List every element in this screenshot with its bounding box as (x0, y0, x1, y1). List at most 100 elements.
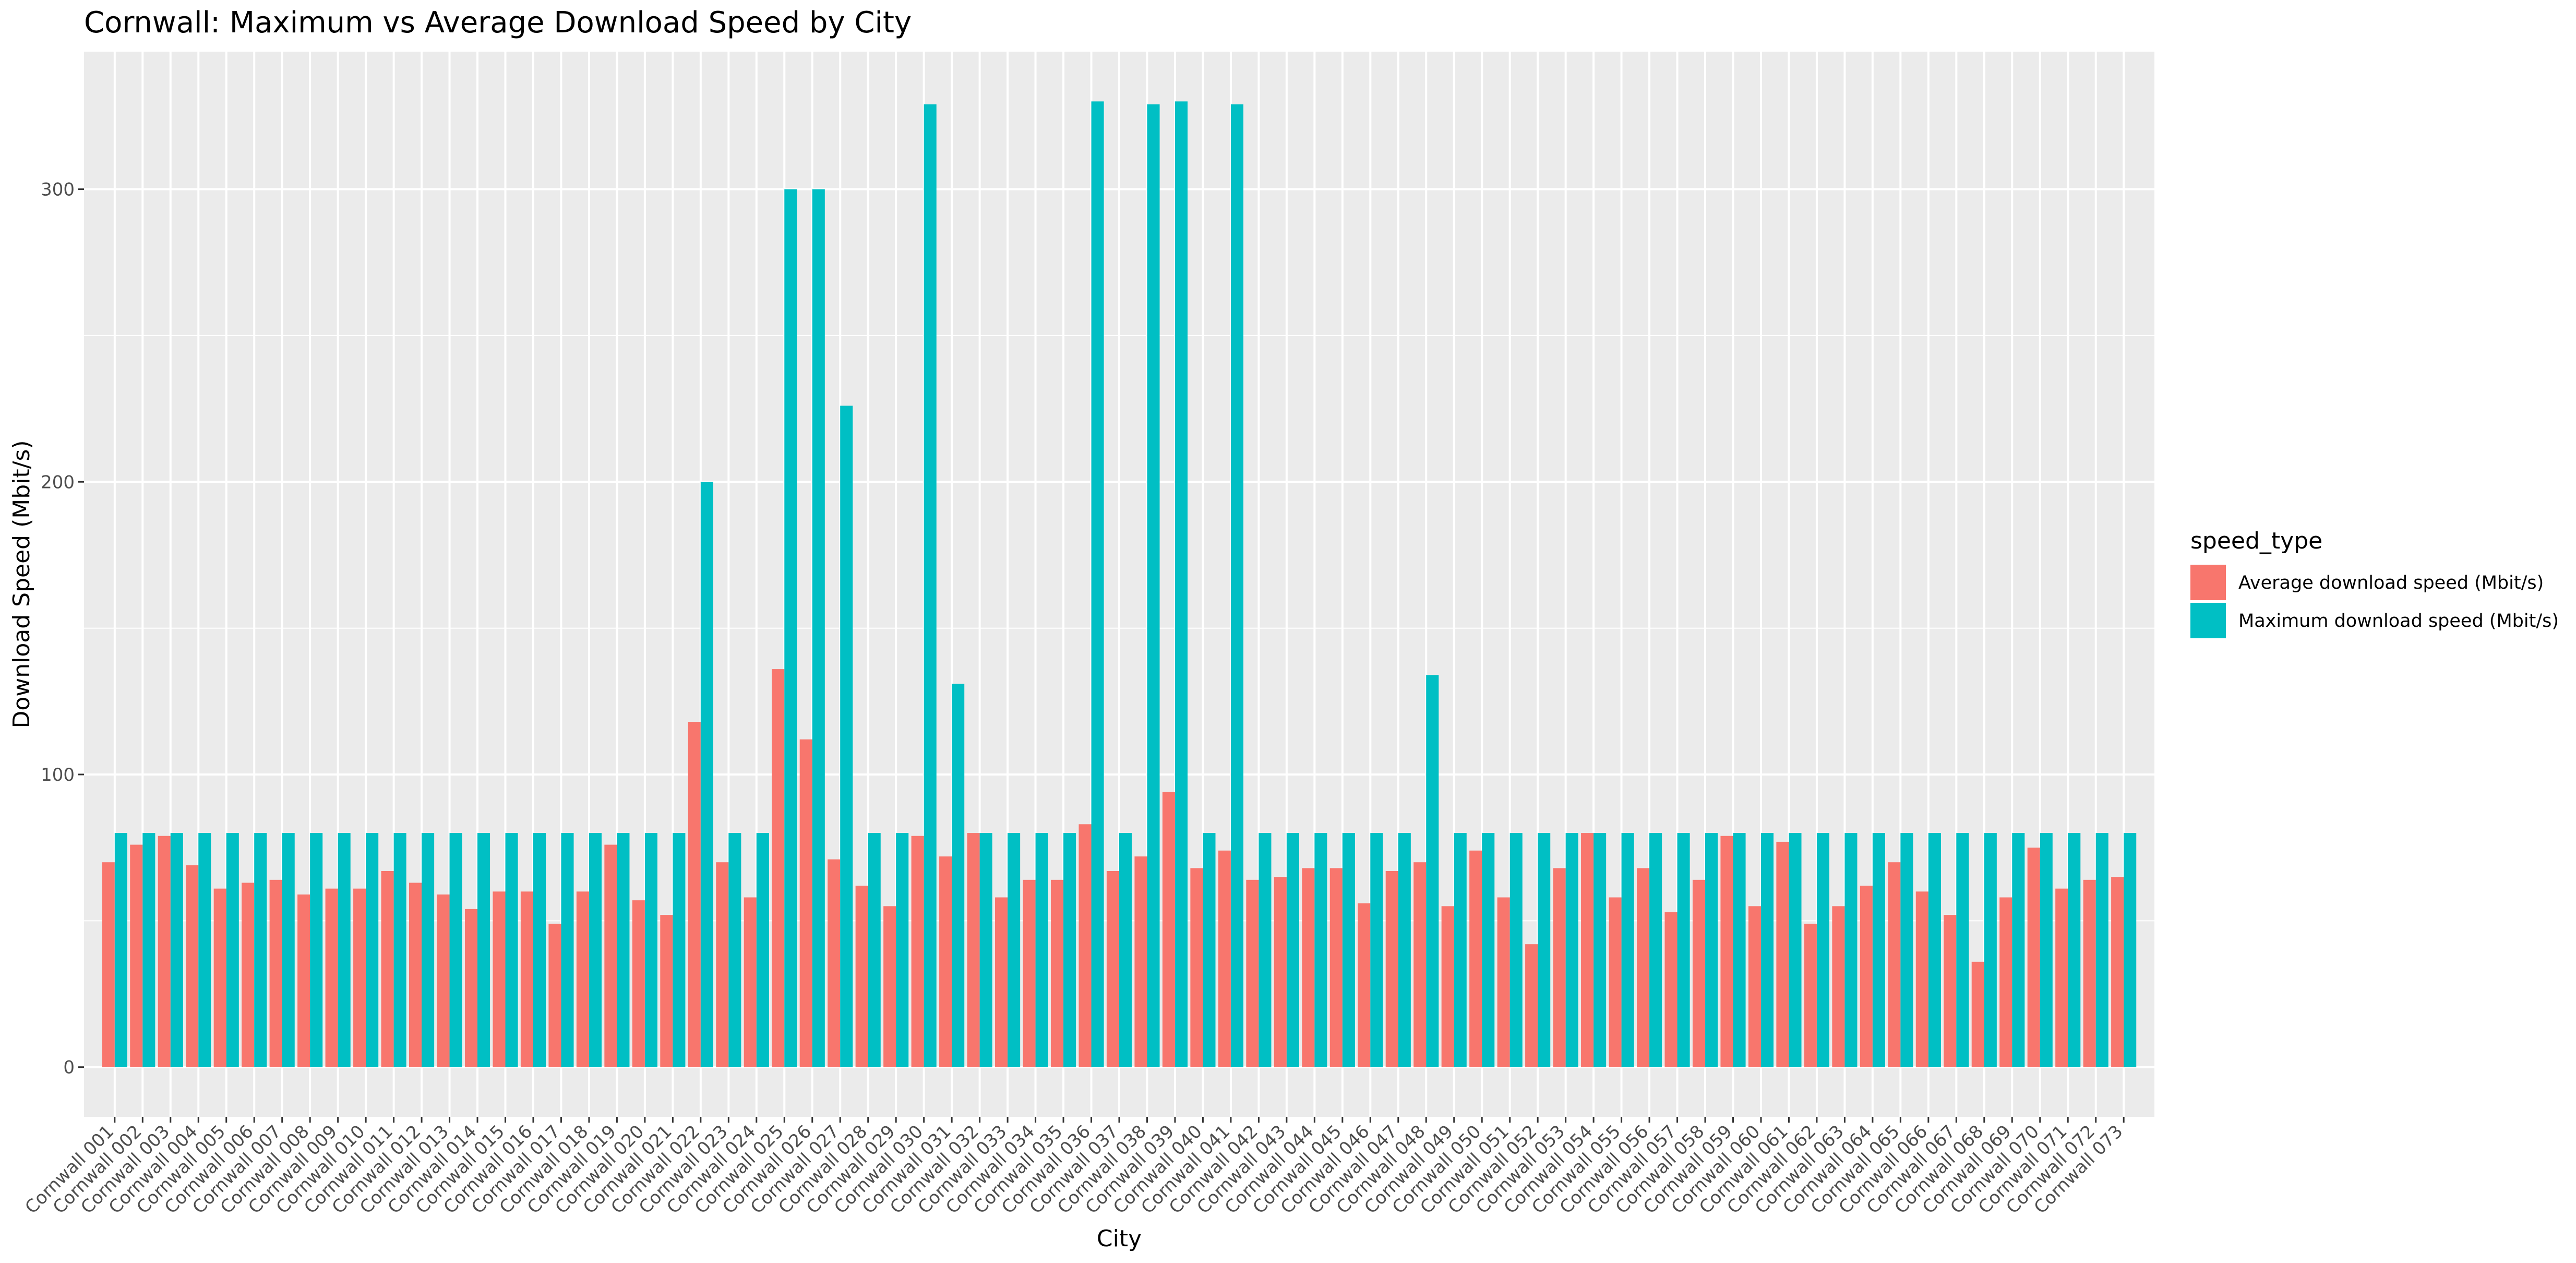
bar-maximum (1203, 833, 1216, 1067)
y-axis-title: Download Speed (Mbit/s) (8, 440, 35, 728)
bar-average (1050, 879, 1064, 1067)
bar-average (632, 900, 645, 1067)
y-tick-label: 100 (41, 765, 75, 785)
bar-average (939, 856, 952, 1067)
bar-average (1888, 862, 1901, 1067)
bar-average (1023, 879, 1036, 1067)
bar-average (297, 894, 310, 1067)
bar-maximum (1677, 833, 1690, 1067)
x-axis-title: City (1097, 1225, 1142, 1252)
bar-average (213, 888, 226, 1067)
bar-maximum (1649, 833, 1662, 1067)
bar-average (1441, 906, 1454, 1067)
bar-maximum (617, 833, 630, 1067)
legend-title: speed_type (2190, 528, 2322, 554)
bar-maximum (1091, 101, 1104, 1067)
bar-average (911, 836, 924, 1067)
bar-maximum (1928, 833, 1941, 1067)
bar-maximum (1705, 833, 1718, 1067)
bar-maximum (114, 833, 127, 1067)
bar-maximum (366, 833, 379, 1067)
bar-average (744, 897, 757, 1067)
bar-maximum (896, 833, 909, 1067)
bar-average (1971, 961, 1984, 1067)
bar-average (576, 891, 589, 1067)
bar-maximum (505, 833, 518, 1067)
bar-average (1944, 915, 1957, 1067)
bar-average (828, 859, 841, 1067)
bar-maximum (1565, 833, 1578, 1067)
bar-maximum (1482, 833, 1495, 1067)
bar-average (1469, 850, 1482, 1067)
bar-maximum (1175, 101, 1188, 1067)
bar-average (772, 669, 785, 1067)
bar-average (799, 739, 812, 1067)
bar-maximum (784, 189, 797, 1067)
bar-average (688, 722, 701, 1067)
bar-average (1860, 886, 1873, 1067)
bar-maximum (1342, 833, 1355, 1067)
bar-maximum (2040, 833, 2053, 1067)
bar-maximum (1398, 833, 1411, 1067)
legend-swatch (2190, 565, 2226, 600)
bar-maximum (1230, 104, 1243, 1067)
bar-maximum (1119, 833, 1132, 1067)
bar-average (1302, 868, 1315, 1067)
bar-average (1274, 877, 1287, 1067)
bar-maximum (1259, 833, 1272, 1067)
bar-maximum (198, 833, 211, 1067)
bar-maximum (310, 833, 323, 1067)
bar-maximum (1593, 833, 1607, 1067)
bar-average (1525, 944, 1538, 1067)
bar-maximum (1370, 833, 1383, 1067)
bar-maximum (1760, 833, 1774, 1067)
bar-average (1832, 906, 1845, 1067)
bar-average (2027, 848, 2040, 1067)
bar-average (464, 909, 478, 1067)
bar-maximum (338, 833, 351, 1067)
bar-maximum (1538, 833, 1551, 1067)
bar-maximum (979, 833, 992, 1067)
bar-average (1748, 906, 1761, 1067)
bar-average (409, 883, 422, 1067)
bar-average (1497, 897, 1510, 1067)
bar-average (437, 894, 450, 1067)
bar-maximum (1733, 833, 1746, 1067)
bar-maximum (533, 833, 546, 1067)
y-tick-label: 200 (41, 472, 75, 493)
bar-average (967, 833, 980, 1067)
bar-maximum (812, 189, 825, 1067)
legend-label: Maximum download speed (Mbit/s) (2238, 611, 2559, 632)
bar-maximum (561, 833, 574, 1067)
bar-maximum (393, 833, 406, 1067)
bar-average (493, 891, 506, 1067)
bar-maximum (449, 833, 462, 1067)
bar-average (186, 865, 199, 1067)
bar-maximum (756, 833, 769, 1067)
bar-average (520, 891, 533, 1067)
bar-average (1999, 897, 2012, 1067)
bar-average (1106, 871, 1119, 1067)
bar-average (381, 871, 394, 1067)
bar-average (1162, 792, 1175, 1067)
bar-average (130, 844, 143, 1067)
bar-average (2111, 877, 2124, 1067)
bar-average (1915, 891, 1928, 1067)
bar-maximum (1789, 833, 1802, 1067)
bar-maximum (840, 406, 853, 1067)
bar-average (716, 862, 729, 1067)
bar-maximum (2012, 833, 2025, 1067)
bar-average (158, 836, 171, 1067)
bar-average (1329, 868, 1343, 1067)
bar-average (1079, 824, 1092, 1067)
bar-average (1804, 923, 1817, 1067)
bar-average (995, 897, 1008, 1067)
bar-average (855, 886, 868, 1067)
bar-maximum (1008, 833, 1021, 1067)
bar-average (325, 888, 338, 1067)
y-tick-label: 300 (41, 180, 75, 200)
bar-average (1581, 833, 1594, 1067)
bar-maximum (700, 482, 713, 1067)
bar-maximum (226, 833, 239, 1067)
